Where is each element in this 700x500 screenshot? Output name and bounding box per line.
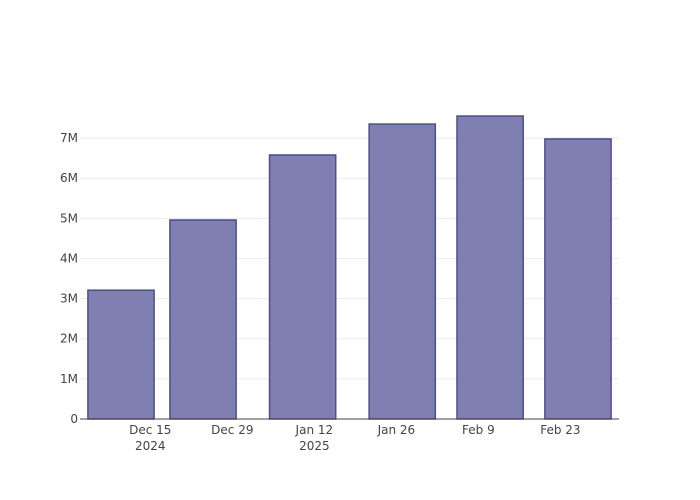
bar bbox=[169, 219, 237, 420]
bar bbox=[268, 154, 337, 420]
y-tick-label: 7M bbox=[60, 131, 78, 145]
y-tick-label: 4M bbox=[60, 251, 78, 265]
x-tick-label: Feb 9 bbox=[462, 423, 495, 437]
y-tick-label: 0 bbox=[70, 412, 78, 426]
x-tick-label-line: Dec 15 bbox=[129, 423, 171, 437]
x-tick-label: Dec 29 bbox=[211, 423, 253, 437]
y-tick-label: 1M bbox=[60, 372, 78, 386]
bar bbox=[544, 138, 612, 420]
y-tick-label: 6M bbox=[60, 171, 78, 185]
x-tick-label: Feb 23 bbox=[540, 423, 580, 437]
x-tick-label: Jan 12 2025 bbox=[295, 423, 334, 453]
x-tick-label-line: Jan 12 bbox=[295, 423, 334, 437]
y-tick-label: 3M bbox=[60, 292, 78, 306]
x-tick-label-line: Dec 29 bbox=[211, 423, 253, 437]
x-tick-label: Jan 26 bbox=[377, 423, 416, 437]
bar bbox=[368, 123, 437, 420]
x-tick-label-line: Jan 26 bbox=[377, 423, 416, 437]
x-tick-label-line: 2025 bbox=[299, 439, 330, 453]
y-tick-label: 2M bbox=[60, 332, 78, 346]
bar bbox=[456, 115, 524, 420]
bar bbox=[87, 289, 155, 420]
x-tick-label-line: 2024 bbox=[135, 439, 166, 453]
x-tick-label-line: Feb 9 bbox=[462, 423, 495, 437]
x-tick-label-line: Feb 23 bbox=[540, 423, 580, 437]
x-tick-label: Dec 15 2024 bbox=[129, 423, 171, 453]
y-tick-label: 5M bbox=[60, 211, 78, 225]
